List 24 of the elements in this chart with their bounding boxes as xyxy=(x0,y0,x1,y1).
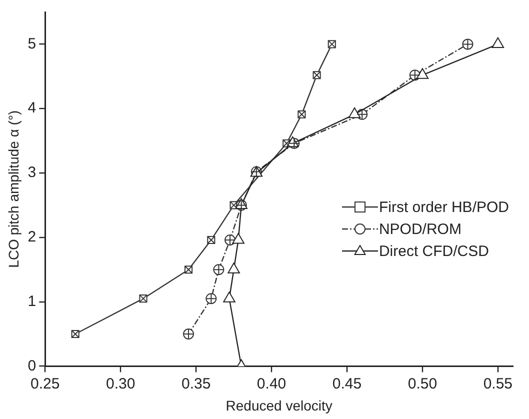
point xyxy=(416,68,429,79)
x-tick-label: 0.30 xyxy=(106,375,136,392)
point xyxy=(228,262,240,274)
y-tick-label: 0 xyxy=(28,357,36,374)
x-tick-label: 0.45 xyxy=(332,375,362,392)
x-tick-label: 0.55 xyxy=(483,375,513,392)
x-tick-label: 0.50 xyxy=(408,375,438,392)
x-axis-title: Reduced velocity xyxy=(226,397,332,414)
point xyxy=(232,232,244,244)
legend-label: NPOD/ROM xyxy=(378,220,462,238)
y-tick-label: 1 xyxy=(28,292,36,310)
x-tick-label: 0.35 xyxy=(181,375,211,392)
legend-label: Direct CFD/CSD xyxy=(378,242,489,260)
y-axis-title: LCO pitch amplitude α (°) xyxy=(5,110,22,268)
y-tick-label: 4 xyxy=(28,100,36,117)
legend-label: First order HB/POD xyxy=(378,198,509,216)
point xyxy=(348,107,361,118)
point xyxy=(223,292,236,302)
x-tick-label: 0.40 xyxy=(256,375,286,392)
point xyxy=(492,37,504,48)
x-tick-label: 0.25 xyxy=(30,375,60,392)
y-tick-label: 2 xyxy=(28,228,36,246)
y-tick-label: 5 xyxy=(28,35,36,52)
y-tick-label: 3 xyxy=(28,164,36,182)
